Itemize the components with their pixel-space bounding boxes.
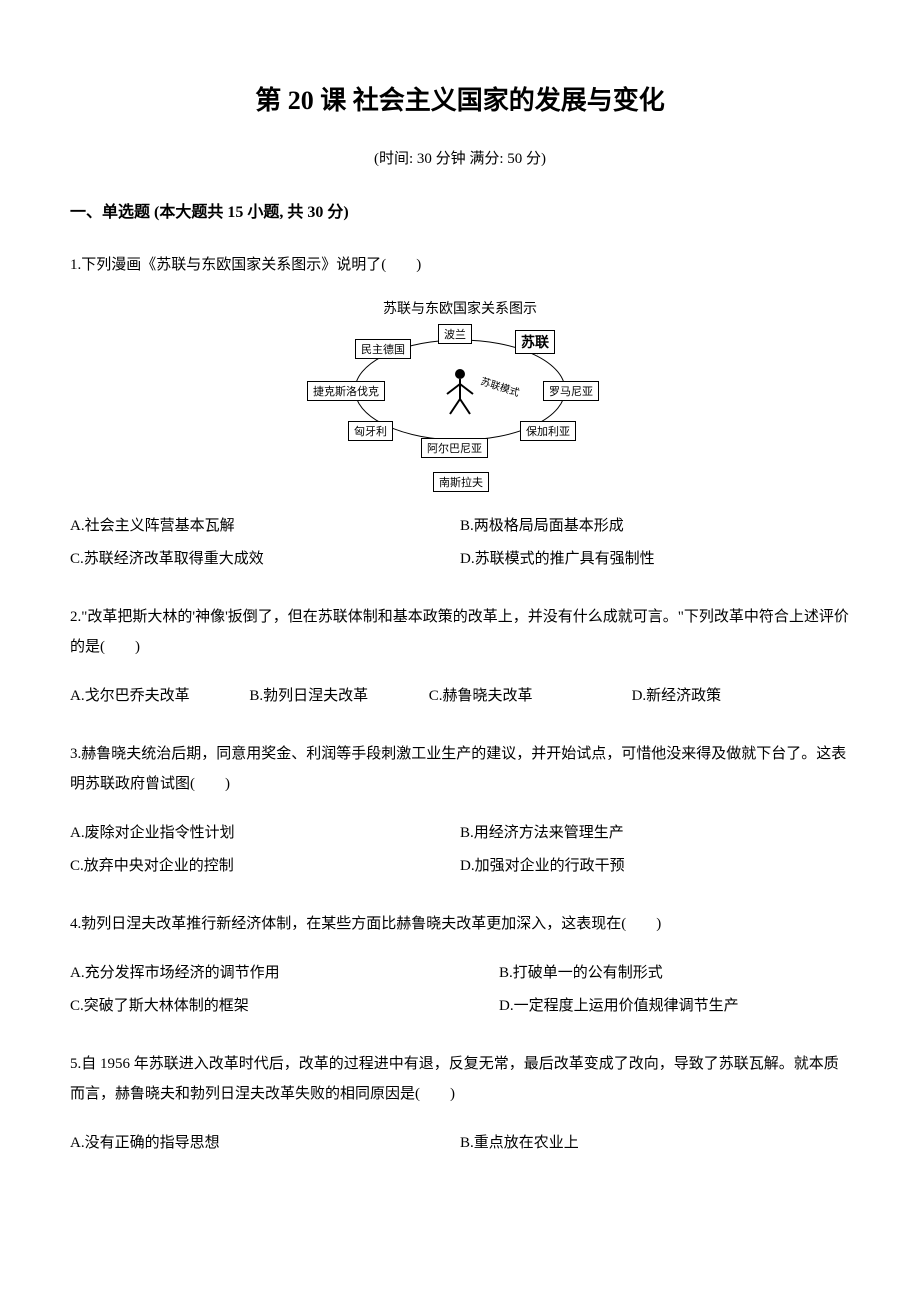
option: D.一定程度上运用价值规律调节生产 (499, 990, 850, 1023)
option: A.戈尔巴乔夫改革 (70, 680, 249, 713)
diagram-caption: 苏联与东欧国家关系图示 (70, 298, 850, 318)
option: A.没有正确的指导思想 (70, 1127, 460, 1160)
option: C.苏联经济改革取得重大成效 (70, 543, 460, 576)
option: D.苏联模式的推广具有强制性 (460, 543, 850, 576)
relations-diagram: 苏联与东欧国家关系图示 苏联模式 (70, 298, 850, 486)
question-stem: 1.下列漫画《苏联与东欧国家关系图示》说明了( ) (70, 250, 850, 280)
options-q2: A.戈尔巴乔夫改革 B.勃列日涅夫改革 C.赫鲁晓夫改革 D.新经济政策 (70, 680, 850, 713)
option: C.放弃中央对企业的控制 (70, 850, 460, 883)
question-stem: 5.自 1956 年苏联进入改革时代后，改革的过程进中有退，反复无常，最后改革变… (70, 1049, 850, 1109)
node-ddr: 民主德国 (355, 339, 411, 359)
node-hungary: 匈牙利 (348, 421, 393, 441)
option: D.新经济政策 (632, 680, 850, 713)
node-bulgaria: 保加利亚 (520, 421, 576, 441)
option: A.社会主义阵营基本瓦解 (70, 510, 460, 543)
option: B.用经济方法来管理生产 (460, 817, 850, 850)
option: C.赫鲁晓夫改革 (429, 680, 632, 713)
question-3: 3.赫鲁晓夫统治后期，同意用奖金、利润等手段刺激工业生产的建议，并开始试点，可惜… (70, 739, 850, 883)
question-stem: 4.勃列日涅夫改革推行新经济体制，在某些方面比赫鲁晓夫改革更加深入，这表现在( … (70, 909, 850, 939)
option: D.加强对企业的行政干预 (460, 850, 850, 883)
question-stem: 3.赫鲁晓夫统治后期，同意用奖金、利润等手段刺激工业生产的建议，并开始试点，可惜… (70, 739, 850, 799)
svg-text:苏联模式: 苏联模式 (479, 374, 521, 399)
question-1: 1.下列漫画《苏联与东欧国家关系图示》说明了( ) 苏联与东欧国家关系图示 (70, 250, 850, 576)
question-stem: 2."改革把斯大林的'神像'扳倒了，但在苏联体制和基本政策的改革上，并没有什么成… (70, 602, 850, 662)
node-romania: 罗马尼亚 (543, 381, 599, 401)
question-2: 2."改革把斯大林的'神像'扳倒了，但在苏联体制和基本政策的改革上，并没有什么成… (70, 602, 850, 713)
option: B.打破单一的公有制形式 (499, 957, 850, 990)
question-4: 4.勃列日涅夫改革推行新经济体制，在某些方面比赫鲁晓夫改革更加深入，这表现在( … (70, 909, 850, 1023)
node-czech: 捷克斯洛伐克 (307, 381, 385, 401)
page-title: 第 20 课 社会主义国家的发展与变化 (70, 80, 850, 117)
node-yugoslavia: 南斯拉夫 (433, 472, 489, 492)
options-q4: A.充分发挥市场经济的调节作用 B.打破单一的公有制形式 C.突破了斯大林体制的… (70, 957, 850, 1023)
node-ussr: 苏联 (515, 330, 555, 354)
option: B.两极格局局面基本形成 (460, 510, 850, 543)
option: C.突破了斯大林体制的框架 (70, 990, 499, 1023)
section-heading: 一、单选题 (本大题共 15 小题, 共 30 分) (70, 198, 850, 222)
option: B.重点放在农业上 (460, 1127, 850, 1160)
node-albania: 阿尔巴尼亚 (421, 438, 488, 458)
option: A.充分发挥市场经济的调节作用 (70, 957, 499, 990)
page-subtitle: (时间: 30 分钟 满分: 50 分) (70, 147, 850, 168)
options-q5: A.没有正确的指导思想 B.重点放在农业上 (70, 1127, 850, 1160)
options-q3: A.废除对企业指令性计划 B.用经济方法来管理生产 C.放弃中央对企业的控制 D… (70, 817, 850, 883)
diagram-body: 苏联模式 波兰 苏联 民主德国 捷克斯洛伐克 匈牙利 阿尔巴尼亚 保加利亚 罗马… (325, 326, 595, 486)
question-5: 5.自 1956 年苏联进入改革时代后，改革的过程进中有退，反复无常，最后改革变… (70, 1049, 850, 1160)
option: B.勃列日涅夫改革 (249, 680, 428, 713)
option: A.废除对企业指令性计划 (70, 817, 460, 850)
options-q1: A.社会主义阵营基本瓦解 B.两极格局局面基本形成 C.苏联经济改革取得重大成效… (70, 510, 850, 576)
node-poland: 波兰 (438, 324, 472, 344)
